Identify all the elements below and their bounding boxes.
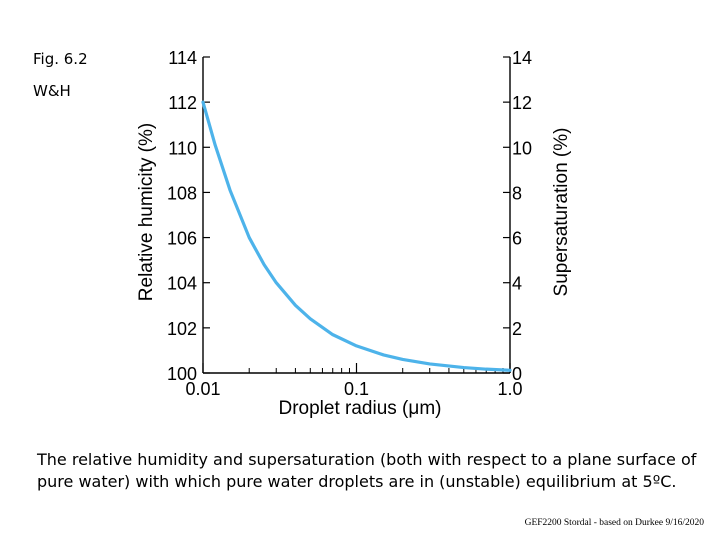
y2-tick-label: 10 — [512, 138, 532, 158]
figure-caption: The relative humidity and supersaturatio… — [37, 450, 697, 491]
x-tick-label: 0.1 — [344, 379, 369, 399]
y-tick-label: 102 — [167, 319, 197, 339]
y-tick-label: 114 — [168, 48, 197, 68]
figure-label: Fig. 6.2 — [33, 50, 88, 68]
y2-tick-label: 0 — [512, 364, 522, 384]
y2-tick-label: 8 — [512, 183, 522, 203]
y2-tick-label: 6 — [512, 229, 522, 249]
y-tick-label: 106 — [167, 229, 197, 249]
humidity-chart: 100 102 104 106 108 110 112 114 0 2 4 6 8 10 12 14 0.01 0… — [136, 48, 572, 419]
y-axis-label: Relative humicity (%) — [136, 123, 157, 301]
y2-tick-label: 14 — [512, 48, 532, 68]
x-tick-label: 1.0 — [497, 379, 522, 399]
y-tick-label: 100 — [167, 364, 197, 384]
y2-tick-label: 12 — [512, 93, 532, 113]
slide-footer: GEF2200 Stordal - based on Durkee 9/16/2… — [524, 518, 704, 528]
y2-axis-label: Supersaturation (%) — [551, 128, 572, 297]
y-tick-label: 108 — [167, 183, 197, 203]
y2-tick-label: 4 — [512, 274, 522, 294]
y-tick-label: 110 — [168, 138, 197, 158]
equilibrium-curve — [201, 100, 512, 372]
x-tick-label: 0.01 — [185, 379, 220, 399]
source-label: W&H — [33, 82, 71, 100]
y2-tick-label: 2 — [512, 319, 522, 339]
y-tick-label: 112 — [168, 93, 197, 113]
y-tick-label: 104 — [167, 274, 197, 294]
x-axis-label: Droplet radius (μm) — [279, 398, 442, 419]
